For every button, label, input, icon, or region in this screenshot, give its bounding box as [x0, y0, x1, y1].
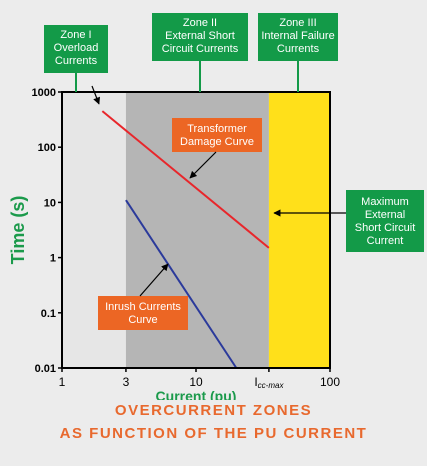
y-tick-label: 1000: [32, 87, 56, 99]
transformer-damage-curve: [101, 110, 270, 249]
x-tick-label: 10: [189, 375, 203, 389]
zone-2-label-box: [152, 13, 248, 61]
zone-3-label-box: [258, 13, 338, 61]
figure-caption-line-2: AS FUNCTION OF THE PU CURRENT: [59, 425, 368, 442]
inrush-currents-label-box: [98, 296, 188, 330]
zone-3-region: [268, 92, 330, 368]
x-tick-label: 1: [59, 375, 66, 389]
y-tick-label: 1: [50, 253, 56, 265]
transformer-damage-label-box: [172, 118, 262, 152]
zone-1-label: Zone I Overload Currents: [54, 29, 99, 67]
transformer-damage-arrow: [189, 151, 217, 179]
transformer-damage-label: Transformer Damage Curve: [180, 123, 254, 148]
max-current-label-box: [346, 190, 424, 252]
x-tick-label: 100: [320, 375, 340, 389]
x-axis-label: Current (pu): [156, 388, 237, 400]
x-tick-label: 3: [123, 375, 130, 389]
y-tick-label: 0.1: [41, 308, 56, 320]
max-current-label: Maximum External Short Circuit Current: [355, 196, 416, 247]
inrush-currents-arrow: [139, 263, 169, 297]
zone-1-label-box: [44, 25, 108, 73]
zone-2-label: Zone II External Short Circuit Currents: [162, 17, 239, 55]
zone-3-label: Zone III Internal Failure Currents: [261, 17, 334, 55]
inrush-currents-label: Inrush Currents Curve: [105, 301, 181, 326]
zone-1-pointer-arrow: [91, 85, 101, 105]
y-tick-label: 0.01: [35, 363, 56, 375]
y-axis-label: Time (s): [8, 196, 28, 265]
y-tick-label: 100: [38, 142, 56, 154]
figure-caption-line-1: OVERCURRENT ZONES: [114, 402, 313, 419]
inrush-currents-curve: [125, 199, 238, 369]
x-tick-label-icc-max: Icc-max: [254, 375, 284, 390]
y-tick-label: 10: [44, 197, 56, 209]
